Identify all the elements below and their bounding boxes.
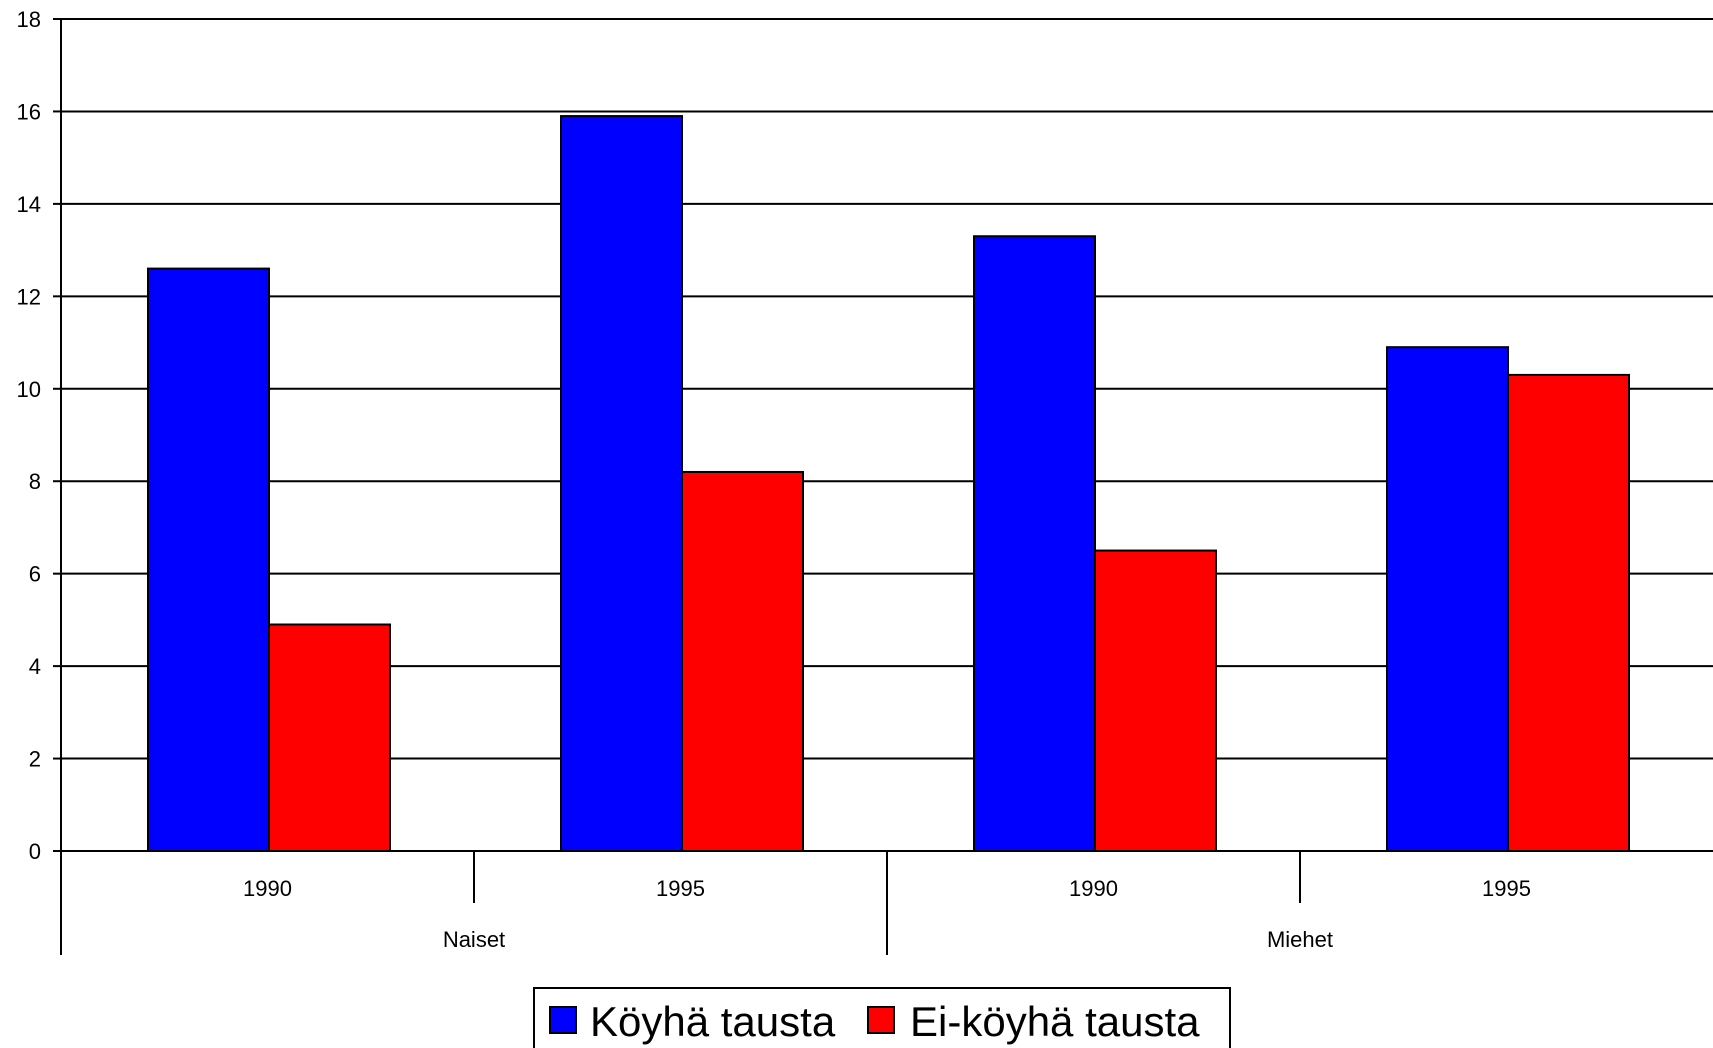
y-tick-label: 8: [29, 469, 41, 494]
x-group-label: Miehet: [1267, 927, 1333, 952]
bar-koyha-3: [1386, 346, 1509, 852]
legend: Köyhä tausta Ei-köyhä tausta: [533, 987, 1231, 1048]
y-tick-label: 10: [17, 377, 41, 402]
x-group-label: Naiset: [443, 927, 505, 952]
y-tick-label: 0: [29, 839, 41, 864]
bar-ei-koyha-2: [1094, 549, 1217, 852]
y-tick-label: 16: [17, 99, 41, 124]
y-tick-label: 2: [29, 747, 41, 772]
bar-koyha-2: [973, 235, 1096, 852]
y-tick-label: 18: [17, 7, 41, 32]
y-tick-label: 14: [17, 192, 41, 217]
x-category-label: 1990: [1069, 876, 1118, 901]
x-axis-labels: 1990 1995 1990 1995 Naiset Miehet: [243, 851, 1531, 955]
y-tick-label: 4: [29, 654, 41, 679]
legend-label-0: Köyhä tausta: [590, 998, 836, 1045]
bar-ei-koyha-3: [1507, 373, 1630, 852]
bar-ei-koyha-0: [268, 623, 391, 852]
legend-swatch-1: [867, 1006, 895, 1034]
y-tick-label: 6: [29, 562, 41, 587]
legend-swatch-0: [549, 1006, 577, 1034]
x-category-label: 1995: [1482, 876, 1531, 901]
legend-label-1: Ei-köyhä tausta: [910, 998, 1200, 1045]
x-category-label: 1995: [656, 876, 705, 901]
bars: [147, 115, 1630, 853]
y-tick-label: 12: [17, 284, 41, 309]
y-axis-ticks: 0 2 4 6 8 10 12 14 16 18: [17, 7, 61, 864]
bar-koyha-0: [147, 267, 270, 853]
bar-koyha-1: [560, 115, 683, 853]
bar-ei-koyha-1: [681, 470, 804, 852]
x-category-label: 1990: [243, 876, 292, 901]
